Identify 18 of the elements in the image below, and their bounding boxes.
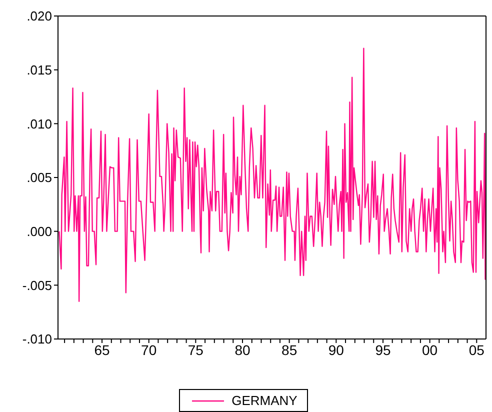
x-tick-label: 85 — [282, 342, 298, 358]
x-tick-label: 70 — [141, 342, 157, 358]
x-tick-label: 00 — [422, 342, 438, 358]
x-tick-label: 90 — [328, 342, 344, 358]
legend-label: GERMANY — [232, 393, 298, 408]
x-tick-label: 75 — [188, 342, 204, 358]
x-tick-label: 05 — [468, 342, 485, 358]
line-series — [58, 48, 486, 302]
y-tick-label: .010 — [26, 116, 52, 132]
x-tick-label: 65 — [94, 342, 110, 358]
y-tick-label: .005 — [26, 170, 52, 186]
y-tick-label: .015 — [26, 62, 52, 78]
x-tick-label: 95 — [375, 342, 391, 358]
x-tick-label: 80 — [234, 342, 250, 358]
y-tick-label: .000 — [26, 224, 52, 239]
y-tick-label: .020 — [26, 8, 52, 24]
y-tick-label: -.010 — [22, 332, 52, 347]
y-tick-label: -.005 — [22, 278, 52, 293]
